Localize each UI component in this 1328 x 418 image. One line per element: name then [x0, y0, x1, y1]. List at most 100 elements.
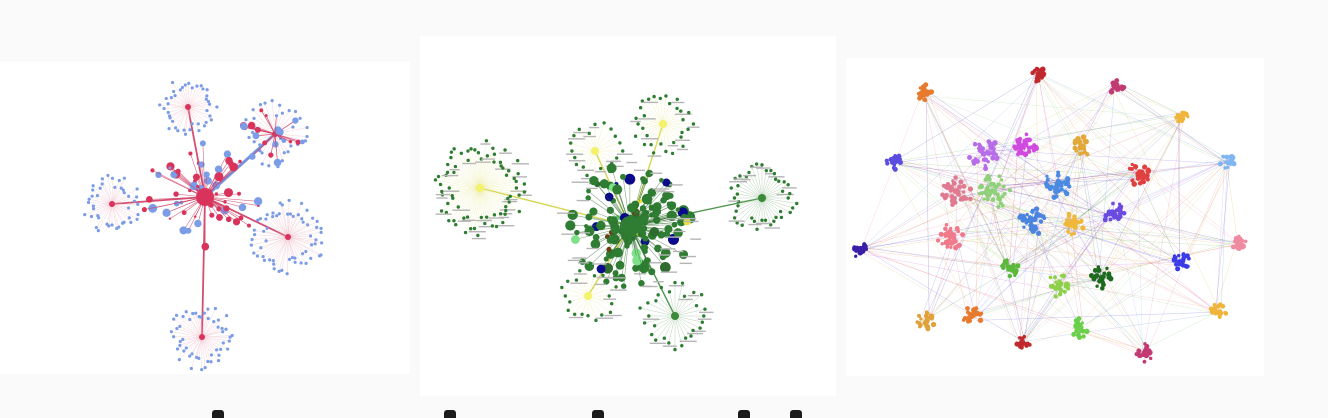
community-node: [983, 177, 989, 182]
leaf-node: [681, 144, 685, 148]
network-edge: [662, 123, 667, 152]
network-edge: [1115, 210, 1145, 351]
network-edge: [1037, 223, 1142, 356]
network-edge: [1068, 219, 1215, 316]
network-edge: [949, 235, 952, 248]
community-node: [1177, 262, 1182, 267]
community-node: [1084, 328, 1090, 335]
leaf-node: [506, 196, 510, 201]
cluster-node: [204, 177, 212, 185]
leaf-node: [221, 341, 225, 345]
community-node: [1072, 224, 1078, 231]
network-edge: [479, 158, 482, 189]
community-node: [985, 197, 990, 202]
leaf-node: [654, 338, 658, 342]
network-edge: [479, 187, 485, 224]
network-edge: [171, 97, 189, 108]
leaf-node: [680, 130, 684, 135]
leaf-node: [96, 213, 100, 218]
satellite-hub-node: [584, 292, 592, 300]
node-label-mark: [589, 126, 600, 129]
cluster-node: [175, 168, 181, 174]
network-edge: [177, 336, 203, 350]
node-label-mark: [697, 318, 712, 320]
leaf-node: [320, 241, 324, 245]
network-edge: [179, 326, 203, 338]
network-edge: [467, 150, 481, 189]
leaf-node: [682, 294, 687, 298]
core-node: [651, 210, 660, 218]
network-edge: [861, 170, 1142, 248]
node-label-mark: [750, 166, 763, 168]
community-node: [1052, 185, 1058, 191]
network-edge: [185, 106, 189, 135]
network-edge: [201, 315, 227, 338]
community-node: [967, 186, 974, 192]
node-label-mark: [634, 169, 645, 172]
leaf-node: [729, 186, 733, 190]
leaf-node: [251, 108, 255, 112]
community-node: [956, 229, 961, 234]
leaf-node: [638, 106, 643, 110]
satellite-hub-node: [659, 120, 667, 128]
bridge-edge: [204, 196, 289, 238]
leaf-node: [135, 217, 139, 221]
network-edge: [1052, 218, 1115, 285]
community-node: [961, 318, 966, 322]
network-edge: [101, 183, 113, 205]
network-edge: [924, 88, 1053, 181]
network-edge: [953, 227, 1074, 243]
leaf-node: [187, 81, 191, 85]
community-node: [1145, 177, 1150, 182]
community-node: [997, 182, 1001, 187]
community-node: [984, 188, 989, 193]
leaf-node: [278, 103, 282, 107]
network-edge: [1098, 89, 1115, 280]
network-edge: [594, 142, 620, 152]
network-edge: [976, 313, 1023, 341]
community-node: [892, 166, 898, 172]
leaf-node: [572, 133, 576, 138]
leaf-node: [300, 252, 305, 256]
leaf-node: [574, 278, 579, 282]
network-edge: [976, 186, 997, 313]
network-edge: [894, 163, 1109, 220]
network-edge: [1005, 148, 1084, 265]
community-node: [1108, 89, 1115, 95]
network-edge: [111, 180, 120, 205]
leaf-node: [275, 214, 279, 218]
community-node: [1020, 217, 1026, 223]
network-edge: [1035, 70, 1039, 216]
network-edge: [1021, 160, 1226, 343]
satellite-hub-node: [476, 184, 484, 192]
network-edge: [251, 125, 276, 135]
network-edge: [1078, 117, 1185, 143]
network-edge: [674, 315, 686, 339]
leaf-node: [598, 166, 603, 171]
community-node: [968, 196, 973, 202]
network-edge: [98, 203, 113, 218]
community-node: [1223, 166, 1227, 170]
core-node: [620, 283, 627, 289]
leaf-node: [256, 218, 260, 222]
leaf-node: [691, 328, 695, 333]
network-edge: [640, 307, 676, 317]
network-edge: [674, 294, 702, 317]
community-node: [1121, 210, 1127, 216]
leaf-node: [658, 96, 663, 101]
network-edge: [1147, 165, 1226, 352]
cluster-node: [237, 191, 241, 196]
network-edge: [734, 197, 763, 219]
community-node: [1212, 303, 1217, 307]
leaf-node: [91, 188, 95, 192]
community-node: [1030, 208, 1035, 212]
network-edge: [594, 122, 605, 152]
network-edge: [479, 161, 495, 189]
network-edge: [662, 123, 673, 154]
network-edge: [857, 248, 1142, 350]
network-edge: [1055, 86, 1118, 190]
network-edge: [479, 170, 509, 189]
network-edge: [964, 199, 1020, 346]
cluster-node: [223, 188, 233, 198]
network-edge: [253, 236, 289, 254]
